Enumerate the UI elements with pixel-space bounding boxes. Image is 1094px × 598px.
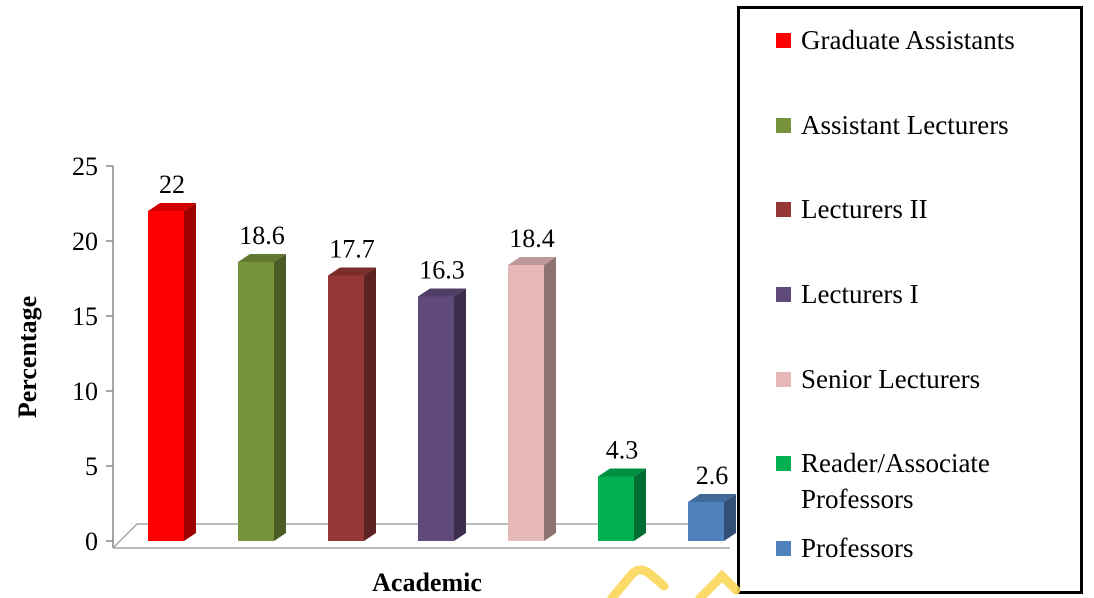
- legend-item: Professors: [776, 530, 1074, 566]
- legend-label: Lecturers II: [801, 194, 928, 224]
- legend-item: Graduate Assistants: [776, 22, 1074, 58]
- bar-front: [688, 502, 724, 541]
- y-tick-label: 5: [85, 452, 98, 481]
- legend-label: Professors: [801, 533, 914, 563]
- data-label: 18.6: [239, 221, 285, 250]
- bar-front: [598, 476, 634, 541]
- bar-top: [688, 494, 736, 502]
- bar: [418, 288, 466, 541]
- bar-front: [508, 265, 544, 541]
- y-tick-label: 15: [72, 302, 98, 331]
- data-label: 4.3: [606, 436, 639, 465]
- bar-side: [544, 257, 556, 541]
- bar-front: [418, 296, 454, 541]
- bar-top: [418, 288, 466, 297]
- bar: [508, 257, 556, 541]
- y-tick-label: 20: [72, 227, 98, 256]
- bar: [328, 267, 376, 541]
- bar-top: [238, 254, 286, 262]
- bar: [238, 254, 286, 541]
- legend-swatch: [776, 541, 791, 556]
- legend-swatch: [776, 287, 791, 302]
- bar-side: [184, 203, 196, 541]
- legend-item: Lecturers I: [776, 276, 1074, 312]
- bar-side: [454, 288, 466, 541]
- legend-swatch: [776, 456, 791, 471]
- data-labels: 22 18.6 17.7 16.3 18.4 4.3 2.6: [159, 170, 728, 490]
- chart-legend: Graduate Assistants Assistant Lecturers …: [737, 6, 1083, 594]
- bar-front: [238, 262, 274, 541]
- legend-item: Senior Lecturers: [776, 361, 1074, 397]
- legend-item: Reader/Associate Professors: [776, 445, 1074, 517]
- legend-label: Senior Lecturers: [801, 364, 981, 394]
- legend-label: Assistant Lecturers: [801, 110, 1009, 140]
- bar-top: [328, 267, 376, 276]
- data-label: 18.4: [509, 224, 555, 253]
- y-tick-label: 25: [72, 152, 98, 181]
- bar-side: [634, 468, 646, 541]
- y-axis: 0 5 10 15 20 25: [72, 152, 114, 556]
- data-label: 16.3: [419, 256, 465, 285]
- y-tick-label: 10: [72, 377, 98, 406]
- legend-label: Graduate Assistants: [801, 25, 1015, 55]
- legend-swatch: [776, 33, 791, 48]
- bar-top: [598, 468, 646, 477]
- bar-front: [148, 211, 184, 541]
- bar-top: [508, 257, 556, 265]
- data-label: 2.6: [696, 461, 729, 490]
- bar: [688, 494, 736, 541]
- bar: [148, 203, 196, 541]
- bar-side: [274, 254, 286, 541]
- bar-front: [328, 275, 364, 541]
- data-label: 17.7: [329, 235, 375, 264]
- bars-group: [148, 203, 736, 541]
- y-tick-label: 0: [85, 527, 98, 556]
- bar-top: [148, 203, 196, 211]
- legend-swatch: [776, 118, 791, 133]
- x-axis-title: Academic: [372, 568, 482, 597]
- y-axis-title: Percentage: [13, 296, 42, 418]
- legend-label: Reader/Associate Professors: [801, 448, 990, 514]
- bar-side: [364, 267, 376, 541]
- legend-item: Lecturers II: [776, 191, 1074, 227]
- legend-swatch: [776, 372, 791, 387]
- legend-item: Assistant Lecturers: [776, 107, 1074, 143]
- legend-label: Lecturers I: [801, 279, 919, 309]
- bar-side: [724, 494, 736, 541]
- legend-swatch: [776, 202, 791, 217]
- data-label: 22: [159, 170, 185, 199]
- bar: [598, 468, 646, 541]
